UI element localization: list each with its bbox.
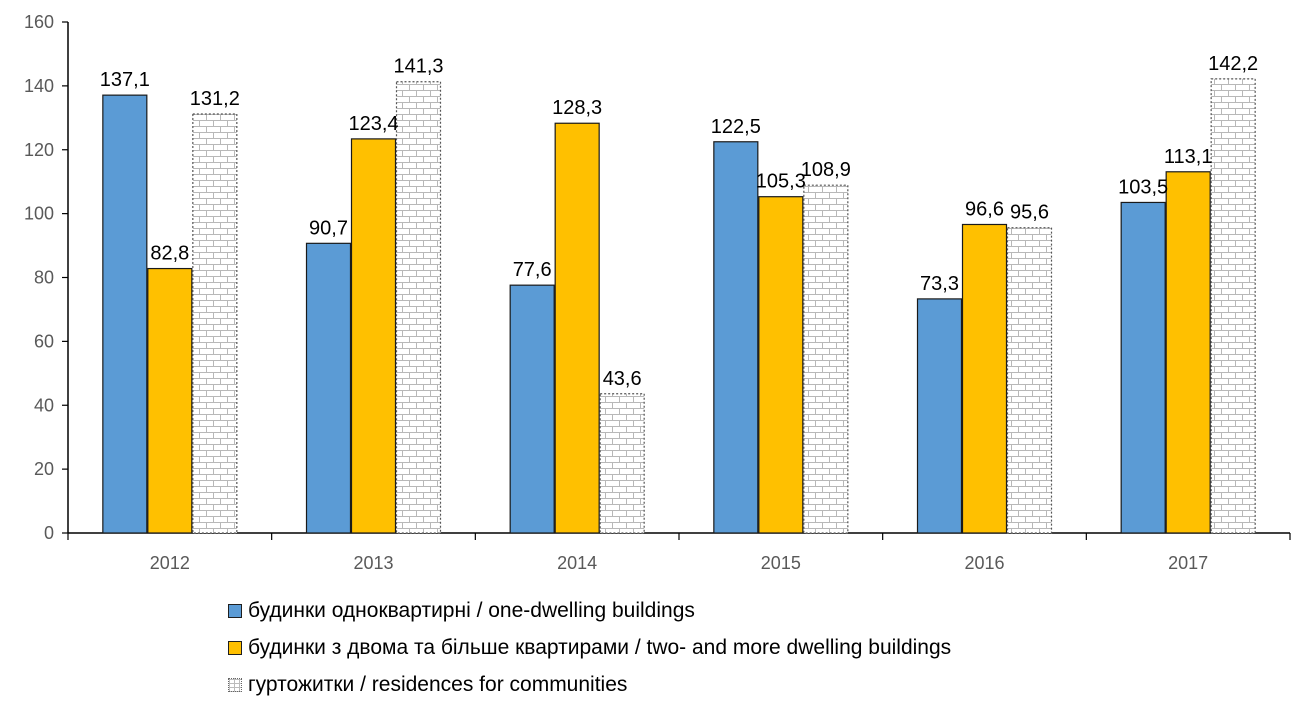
axes: 0 20 40 60 80 100 120 140 160 2012 2013 2014 2015 201… xyxy=(24,12,1291,573)
legend-item-multi-dwelling: будинки з двома та більше квартирами / t… xyxy=(228,629,951,666)
data-label-series-1-2014: 128,3 xyxy=(552,97,602,119)
data-label-series-1-2016: 96,6 xyxy=(965,198,1004,220)
y-tick-label: 0 xyxy=(44,523,54,543)
bar-series-2-2013 xyxy=(395,81,442,534)
data-labels: 137,1 90,7 77,6 122,5 73,3 103,5 82,8 123,4 128,… xyxy=(100,53,1258,390)
data-label-series-2-2015: 108,9 xyxy=(801,159,851,181)
bar-series-0-2013 xyxy=(305,242,352,534)
y-tick-label: 20 xyxy=(34,459,54,479)
bar-series-1-2016 xyxy=(961,223,1008,534)
x-tick-label: 2015 xyxy=(761,553,801,573)
bar-series-0-2014 xyxy=(509,284,555,534)
y-tick-label: 160 xyxy=(24,12,54,32)
data-label-series-2-2013: 141,3 xyxy=(393,56,443,78)
legend: будинки одноквартирні / one-dwelling bui… xyxy=(228,592,951,703)
x-tick-label: 2017 xyxy=(1168,553,1208,573)
data-label-series-2-2014: 43,6 xyxy=(603,368,642,390)
bar-series-0-2017 xyxy=(1120,201,1166,534)
bar-series-0-2015 xyxy=(713,141,759,534)
x-tick-label: 2014 xyxy=(557,553,597,573)
data-label-series-1-2013: 123,4 xyxy=(348,113,398,135)
data-label-series-0-2013: 90,7 xyxy=(309,217,348,239)
legend-label-residences: гуртожитки / residences for communities xyxy=(248,672,628,696)
bar-series-1-2015 xyxy=(758,196,804,534)
data-label-series-1-2017: 113,1 xyxy=(1164,146,1213,168)
bar-chart: 0 20 40 60 80 100 120 140 160 2012 2013 2014 2015 201… xyxy=(24,12,1291,573)
legend-label-multi-dwelling: будинки з двома та більше квартирами / t… xyxy=(248,635,952,659)
bar-series-2-2012 xyxy=(192,113,238,534)
data-label-series-2-2017: 142,2 xyxy=(1208,53,1258,75)
x-tick-label: 2013 xyxy=(353,553,393,573)
data-label-series-1-2012: 82,8 xyxy=(150,243,189,265)
x-tick-label: 2016 xyxy=(964,553,1004,573)
legend-swatch-multi-dwelling xyxy=(228,640,242,655)
y-tick-label: 140 xyxy=(24,76,54,96)
y-tick-label: 80 xyxy=(34,268,54,288)
bar-series-0-2012 xyxy=(102,94,148,534)
data-label-series-0-2016: 73,3 xyxy=(920,273,959,295)
y-tick-label: 120 xyxy=(24,140,54,160)
bar-series-2-2017 xyxy=(1210,78,1256,534)
y-tick-label: 60 xyxy=(34,331,54,351)
bar-series-1-2017 xyxy=(1165,171,1211,534)
legend-label-one-dwelling: будинки одноквартирні / one-dwelling bui… xyxy=(248,598,695,622)
legend-swatch-one-dwelling xyxy=(228,603,242,618)
legend-item-residences: гуртожитки / residences for communities xyxy=(228,666,951,703)
bar-series-1-2013 xyxy=(350,138,397,534)
bars xyxy=(102,78,1256,534)
bar-series-1-2012 xyxy=(147,267,193,534)
data-label-series-0-2017: 103,5 xyxy=(1118,176,1168,198)
data-label-series-1-2015: 105,3 xyxy=(756,171,806,193)
legend-swatch-residences xyxy=(228,677,242,692)
bar-series-1-2014 xyxy=(554,122,600,534)
legend-item-one-dwelling: будинки одноквартирні / one-dwelling bui… xyxy=(228,592,951,629)
data-label-series-0-2012: 137,1 xyxy=(100,69,150,91)
bar-series-2-2016 xyxy=(1006,227,1053,534)
x-tick-label: 2012 xyxy=(150,553,190,573)
bar-series-0-2016 xyxy=(916,298,963,534)
y-tick-label: 100 xyxy=(24,204,54,224)
y-tick-label: 40 xyxy=(34,395,54,415)
bar-series-2-2014 xyxy=(599,393,645,534)
data-label-series-0-2014: 77,6 xyxy=(513,259,552,281)
data-label-series-0-2015: 122,5 xyxy=(711,116,761,138)
data-label-series-2-2016: 95,6 xyxy=(1010,202,1049,224)
bar-series-2-2015 xyxy=(803,184,849,534)
data-label-series-2-2012: 131,2 xyxy=(190,88,240,110)
